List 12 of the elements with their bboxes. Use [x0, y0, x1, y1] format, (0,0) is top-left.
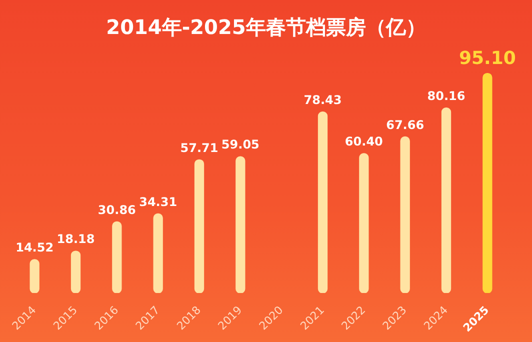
- data-label: 34.31: [139, 194, 178, 209]
- data-label: 80.16: [427, 88, 466, 103]
- data-label: 60.40: [344, 134, 383, 149]
- data-label: 95.10: [458, 48, 516, 69]
- data-label: 30.86: [98, 202, 136, 217]
- data-label: 67.66: [386, 118, 424, 132]
- data-label: 59.05: [221, 138, 260, 152]
- data-label: 78.43: [304, 92, 342, 107]
- data-label: 14.52: [16, 240, 54, 255]
- chart-title: 2014年-2025年春节档票房（亿）: [105, 14, 427, 41]
- data-label: 57.71: [180, 140, 218, 155]
- data-label: 18.18: [56, 232, 95, 246]
